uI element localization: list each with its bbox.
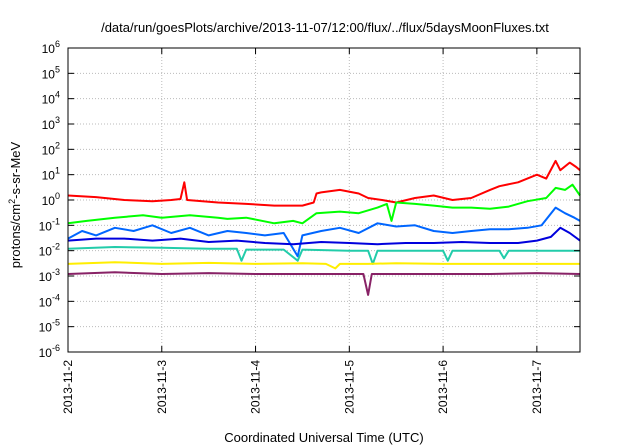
y-tick-base: 10 — [42, 169, 56, 183]
y-tick-base: 10 — [42, 93, 56, 107]
y-axis-label: protons/cm2-s-sr-MeV — [7, 141, 23, 268]
y-tick-base: 10 — [39, 295, 53, 309]
y-tick-exponent: 0 — [55, 191, 60, 201]
y-tick-exponent: -1 — [52, 216, 60, 226]
y-tick-label: 102 — [42, 140, 60, 157]
y-tick-exponent: 6 — [55, 39, 60, 49]
series-line-1 — [67, 159, 581, 207]
y-tick-label: 10-6 — [39, 343, 60, 360]
y-tick-label: 10-5 — [39, 318, 60, 335]
x-axis-label: Coordinated Universal Time (UTC) — [224, 430, 423, 445]
y-tick-base: 10 — [39, 245, 53, 259]
series-layer — [67, 159, 581, 296]
y-tick-exponent: 1 — [55, 166, 60, 176]
y-tick-exponent: 4 — [55, 90, 60, 100]
y-tick-label: 10-4 — [39, 292, 60, 309]
x-tick-label: 2013-11-2 — [61, 360, 75, 414]
y-tick-exponent: -3 — [52, 267, 60, 277]
y-tick-base: 10 — [39, 346, 53, 360]
y-axis-label-prefix: protons/cm — [8, 204, 23, 268]
y-tick-exponent: -2 — [52, 242, 60, 252]
y-tick-exponent: -6 — [52, 343, 60, 353]
series-line-2 — [67, 183, 581, 225]
y-tick-base: 10 — [39, 321, 53, 335]
y-tick-exponent: -5 — [52, 318, 60, 328]
y-tick-base: 10 — [42, 42, 56, 56]
y-axis-ticks: 10-610-510-410-310-210-11001011021031041… — [39, 39, 580, 360]
y-tick-exponent: -4 — [52, 292, 60, 302]
y-tick-base: 10 — [39, 219, 53, 233]
y-tick-exponent: 3 — [55, 115, 60, 125]
y-tick-label: 101 — [42, 166, 60, 183]
y-tick-base: 10 — [42, 67, 56, 81]
y-tick-label: 104 — [42, 90, 60, 107]
x-tick-label: 2013-11-4 — [249, 360, 263, 414]
series-line-7 — [67, 271, 581, 296]
y-tick-label: 106 — [42, 39, 60, 56]
y-tick-label: 10-1 — [39, 216, 60, 233]
series-line-3 — [67, 206, 581, 258]
y-tick-label: 100 — [42, 191, 60, 208]
y-tick-exponent: 5 — [55, 64, 60, 74]
x-tick-label: 2013-11-7 — [530, 360, 544, 414]
y-tick-label: 103 — [42, 115, 60, 132]
y-axis-label-suffix: -s-sr-MeV — [8, 141, 23, 198]
series-line-4 — [67, 226, 581, 246]
y-tick-label: 105 — [42, 64, 60, 81]
y-tick-base: 10 — [42, 143, 56, 157]
series-line-6 — [67, 261, 580, 270]
y-tick-label: 10-3 — [39, 267, 60, 284]
y-tick-exponent: 2 — [55, 140, 60, 150]
y-tick-base: 10 — [42, 194, 56, 208]
y-tick-base: 10 — [39, 270, 53, 284]
x-tick-label: 2013-11-5 — [342, 360, 356, 414]
y-tick-label: 10-2 — [39, 242, 60, 259]
x-tick-label: 2013-11-6 — [436, 360, 450, 414]
series-line-5 — [67, 246, 580, 265]
x-axis-ticks: 2013-11-2 2013-11-3 2013-11-4 2013-11-5 2013… — [61, 48, 544, 414]
y-tick-base: 10 — [42, 118, 56, 132]
x-tick-label: 2013-11-3 — [155, 360, 169, 414]
chart-title: /data/run/goesPlots/archive/2013-11-07/1… — [101, 20, 549, 35]
y-axis-label-superscript: 2 — [7, 199, 17, 204]
